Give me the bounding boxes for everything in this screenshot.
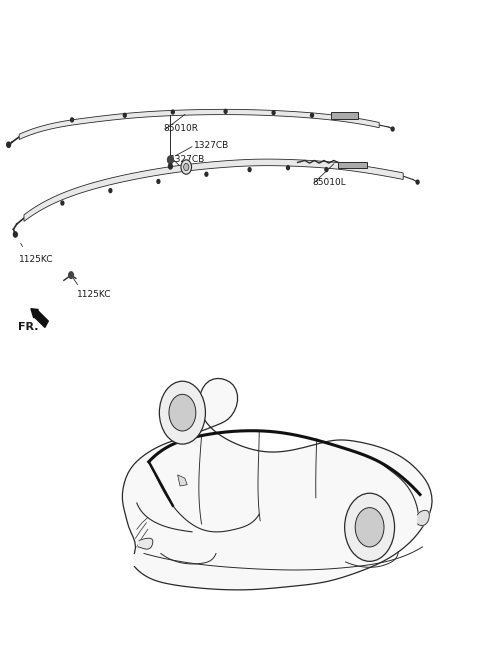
Circle shape bbox=[157, 179, 160, 183]
Polygon shape bbox=[122, 379, 432, 590]
Circle shape bbox=[416, 180, 419, 184]
Circle shape bbox=[391, 127, 394, 131]
Polygon shape bbox=[138, 538, 153, 549]
Circle shape bbox=[181, 160, 192, 174]
Text: 1125KC: 1125KC bbox=[77, 290, 111, 299]
Circle shape bbox=[13, 232, 17, 237]
Text: FR.: FR. bbox=[18, 322, 39, 332]
Polygon shape bbox=[418, 510, 429, 525]
Polygon shape bbox=[24, 159, 403, 221]
Circle shape bbox=[205, 172, 208, 176]
Text: 1327CB: 1327CB bbox=[194, 141, 229, 150]
Text: 1125KC: 1125KC bbox=[19, 255, 54, 264]
Text: 1327CB: 1327CB bbox=[170, 155, 205, 164]
Circle shape bbox=[248, 168, 251, 172]
Circle shape bbox=[61, 201, 64, 205]
Circle shape bbox=[71, 118, 73, 122]
Circle shape bbox=[355, 508, 384, 547]
Circle shape bbox=[168, 156, 173, 164]
Circle shape bbox=[171, 110, 174, 114]
Polygon shape bbox=[19, 109, 379, 140]
Circle shape bbox=[69, 272, 73, 278]
Circle shape bbox=[123, 113, 126, 117]
Circle shape bbox=[109, 189, 112, 193]
Circle shape bbox=[224, 109, 227, 113]
Circle shape bbox=[7, 142, 11, 147]
Circle shape bbox=[169, 394, 196, 431]
Circle shape bbox=[311, 113, 313, 117]
Circle shape bbox=[159, 381, 205, 444]
Circle shape bbox=[168, 164, 172, 169]
Text: 85010L: 85010L bbox=[312, 178, 346, 187]
Circle shape bbox=[345, 493, 395, 561]
Bar bbox=[331, 112, 358, 119]
FancyArrow shape bbox=[31, 309, 48, 328]
Circle shape bbox=[287, 166, 289, 170]
Polygon shape bbox=[178, 475, 187, 486]
Circle shape bbox=[325, 168, 328, 172]
Circle shape bbox=[184, 163, 189, 171]
Text: 85010R: 85010R bbox=[163, 124, 198, 133]
Bar bbox=[338, 162, 367, 168]
Circle shape bbox=[272, 111, 275, 115]
